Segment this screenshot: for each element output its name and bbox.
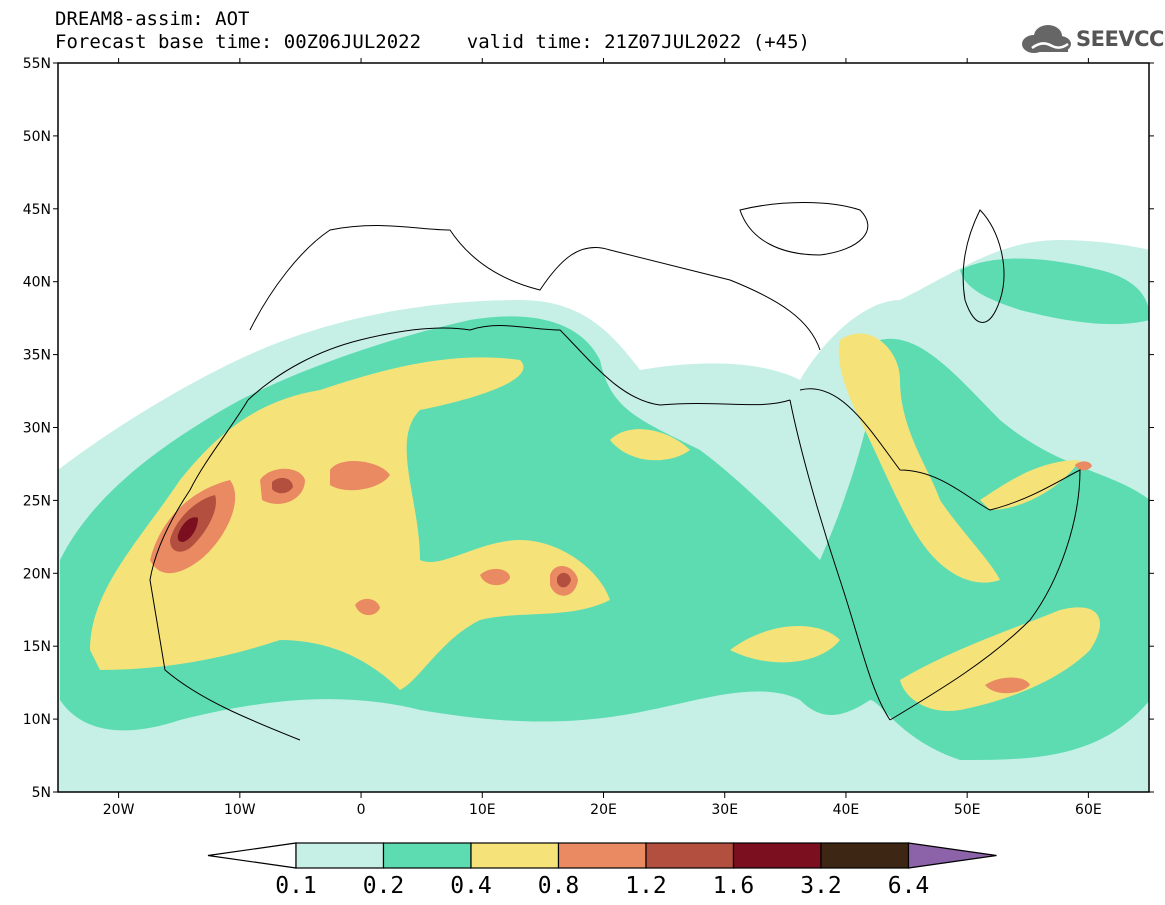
aot-field <box>58 240 1149 792</box>
lon-label: 50E <box>954 802 981 818</box>
lat-label: 35N <box>23 348 51 364</box>
logo-text: SEEVCCC <box>1076 27 1165 51</box>
lon-label: 10W <box>224 802 256 818</box>
colorbar-label: 1.2 <box>625 873 667 899</box>
aot-band-0.4-libya <box>610 429 690 461</box>
lon-label: 40E <box>833 802 860 818</box>
colorbar-label: 0.4 <box>450 873 492 899</box>
lat-label: 50N <box>23 129 51 145</box>
colorbar-label: 0.1 <box>275 873 317 899</box>
lat-label: 10N <box>23 712 51 728</box>
colorbar-box <box>645 842 735 869</box>
colorbar-box <box>557 842 647 869</box>
aot-band-0.8-hoggar <box>330 460 390 491</box>
aot-band-0.8-uae <box>1075 461 1092 471</box>
colorbar-label: 3.2 <box>800 873 842 899</box>
lon-label: 30E <box>711 802 738 818</box>
lon-label: 0 <box>357 802 366 818</box>
coastlines <box>149 202 1081 741</box>
coastline-arabia <box>799 388 1081 721</box>
aot-band-0.4 <box>90 357 610 690</box>
lat-label: 5N <box>32 785 51 801</box>
lat-label: 55N <box>23 56 51 72</box>
lon-label: 10E <box>469 802 496 818</box>
lon-label: 60E <box>1075 802 1102 818</box>
seevccc-logo: SEEVCCC <box>1018 22 1165 56</box>
aot-band-1.6 <box>177 517 198 542</box>
coastline-africa-north <box>247 325 791 406</box>
aot-band-1.2-chad <box>557 572 571 588</box>
lat-label: 30N <box>23 421 51 437</box>
aot-band-0.4-oman <box>980 460 1080 510</box>
lon-label: 20E <box>590 802 617 818</box>
colorbar-box <box>382 842 472 869</box>
aot-band-0.8-niger <box>480 568 510 586</box>
coastline-europe <box>249 225 821 351</box>
coastline-caspian <box>962 209 1005 323</box>
aot-band-0.2-caspian <box>960 258 1149 325</box>
colorbar-arrow-low <box>207 842 297 869</box>
chart-title: DREAM8-assim: AOT <box>55 8 250 30</box>
lat-label: 45N <box>23 202 51 218</box>
aot-band-0.4-arabia <box>838 333 1000 583</box>
colorbar-box <box>820 842 910 869</box>
lat-label: 20N <box>23 566 51 582</box>
colorbar-box <box>295 842 385 869</box>
aot-band-0.8-mali <box>355 598 380 616</box>
colorbar: 0.1 0.2 0.4 0.8 1.2 1.6 3.2 6.4 <box>207 842 997 899</box>
aot-band-1.2-algeria <box>272 477 293 494</box>
forecast-time-line: Forecast base time: 00Z06JUL2022 valid t… <box>55 31 810 53</box>
colorbar-box <box>470 842 560 869</box>
colorbar-arrow-high <box>907 842 997 869</box>
cloud-icon <box>1022 25 1071 53</box>
aot-band-0.4-arabian-sea <box>900 607 1100 711</box>
lat-label: 40N <box>23 275 51 291</box>
colorbar-label: 1.6 <box>713 873 755 899</box>
colorbar-label: 0.8 <box>538 873 580 899</box>
aot-band-0.8-yemen-sea <box>985 677 1030 694</box>
coastline-africa-west <box>149 399 301 741</box>
lat-label: 25N <box>23 493 51 509</box>
colorbar-label: 6.4 <box>888 873 930 899</box>
longitude-axis: 20W 10W 0 10E 20E 30E 40E 50E 60E <box>103 58 1102 818</box>
lon-label: 20W <box>103 802 135 818</box>
coastline-red-sea <box>789 399 891 721</box>
latitude-axis: 55N 50N 45N 40N 35N 30N 25N 20N 15N 10N 5N <box>23 56 1154 801</box>
colorbar-label: 0.2 <box>363 873 405 899</box>
lat-label: 15N <box>23 639 51 655</box>
coastline-black-sea <box>739 202 869 256</box>
colorbar-box <box>732 842 822 869</box>
aot-band-0.4-sudan <box>730 626 840 663</box>
